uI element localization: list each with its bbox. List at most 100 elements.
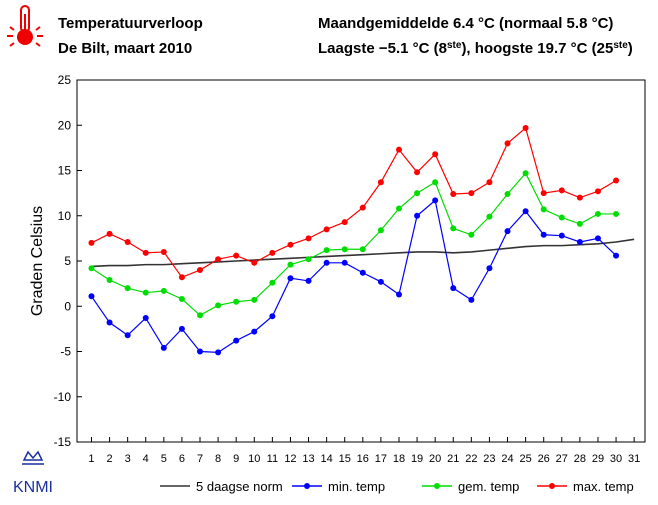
data-point: [215, 349, 222, 356]
x-tick-label: 20: [429, 453, 441, 465]
legend-marker: [304, 483, 310, 489]
x-tick-label: 15: [339, 453, 351, 465]
data-point: [522, 208, 529, 215]
data-point: [613, 210, 620, 217]
data-point: [576, 238, 583, 245]
data-point: [269, 249, 276, 256]
legend-label: 5 daagse norm: [196, 479, 283, 494]
x-tick-label: 14: [321, 453, 333, 465]
annotation-part: Laagste −5.1 °C (8: [318, 40, 447, 57]
data-point: [323, 259, 330, 266]
data-point: [142, 315, 149, 322]
x-tick-label: 25: [519, 453, 531, 465]
y-tick-label: -5: [60, 345, 71, 359]
data-point: [558, 214, 565, 221]
x-tick-label: 11: [267, 453, 278, 465]
x-tick-label: 18: [393, 453, 405, 465]
y-tick-label: -10: [54, 390, 72, 404]
data-point: [142, 289, 149, 296]
data-point: [251, 296, 258, 303]
data-point: [269, 313, 276, 320]
data-point: [142, 249, 149, 256]
x-tick-label: 6: [179, 453, 185, 465]
y-axis-label: Graden Celsius: [29, 206, 46, 316]
data-point: [522, 170, 529, 177]
x-tick-label: 27: [556, 453, 568, 465]
legend-label: gem. temp: [458, 479, 519, 494]
data-point: [486, 213, 493, 220]
y-tick-label: 15: [58, 164, 72, 178]
data-point: [377, 278, 384, 285]
data-point: [106, 319, 113, 326]
legend-marker: [434, 483, 440, 489]
data-point: [341, 259, 348, 266]
data-point: [576, 194, 583, 201]
data-point: [576, 220, 583, 227]
x-tick-label: 2: [106, 453, 112, 465]
x-tick-label: 31: [628, 453, 640, 465]
data-point: [504, 228, 511, 235]
series-line: [91, 126, 617, 279]
data-point: [305, 235, 312, 242]
x-tick-label: 16: [357, 453, 369, 465]
data-point: [233, 298, 240, 305]
annotation: Laagste −5.1 °C (8ste), hoogste 19.7 °C …: [318, 40, 633, 58]
data-point: [594, 188, 601, 195]
data-point: [287, 261, 294, 268]
x-tick-label: 12: [284, 453, 296, 465]
y-tick-label: 10: [58, 209, 72, 223]
data-point: [323, 226, 330, 233]
data-point: [106, 277, 113, 284]
data-point: [414, 169, 421, 176]
logo: [22, 450, 44, 465]
data-point: [341, 246, 348, 253]
data-point: [359, 246, 366, 253]
data-point: [359, 204, 366, 211]
data-point: [468, 190, 475, 197]
y-tick-label: 5: [64, 254, 71, 268]
series-line: [90, 199, 617, 354]
y-tick-label: 25: [58, 73, 72, 87]
data-point: [558, 187, 565, 194]
y-tick-label: -15: [54, 435, 72, 449]
data-point: [359, 269, 366, 276]
data-point: [233, 337, 240, 344]
data-point: [197, 348, 204, 355]
data-point: [414, 212, 421, 219]
thermometer-icon: [7, 5, 43, 47]
x-tick-label: 9: [233, 453, 239, 465]
data-point: [197, 267, 204, 274]
x-tick-label: 4: [143, 453, 149, 465]
data-point: [178, 274, 185, 281]
chart-subtitle: De Bilt, maart 2010: [58, 40, 192, 57]
data-point: [88, 239, 95, 246]
data-point: [215, 256, 222, 263]
x-tick-label: 29: [592, 453, 604, 465]
data-point: [468, 296, 475, 303]
x-tick-label: 22: [465, 453, 477, 465]
data-point: [88, 293, 95, 300]
data-point: [613, 252, 620, 259]
data-point: [432, 197, 439, 204]
data-point: [613, 177, 620, 184]
data-point: [269, 279, 276, 286]
legend-marker: [549, 483, 555, 489]
data-point: [160, 248, 167, 255]
data-point: [540, 206, 547, 213]
x-tick-label: 13: [302, 453, 314, 465]
data-point: [124, 332, 131, 339]
chart-title: Temperatuurverloop: [58, 15, 203, 32]
data-point: [540, 231, 547, 238]
x-tick-label: 24: [501, 453, 513, 465]
data-point: [251, 259, 258, 266]
superscript: ste: [613, 40, 628, 51]
superscript: ste: [447, 40, 462, 51]
data-point: [558, 232, 565, 239]
data-point: [305, 256, 312, 263]
data-point: [432, 179, 439, 186]
data-point: [395, 146, 402, 153]
data-point: [450, 285, 457, 292]
data-point: [178, 296, 185, 303]
legend-label: max. temp: [573, 479, 634, 494]
